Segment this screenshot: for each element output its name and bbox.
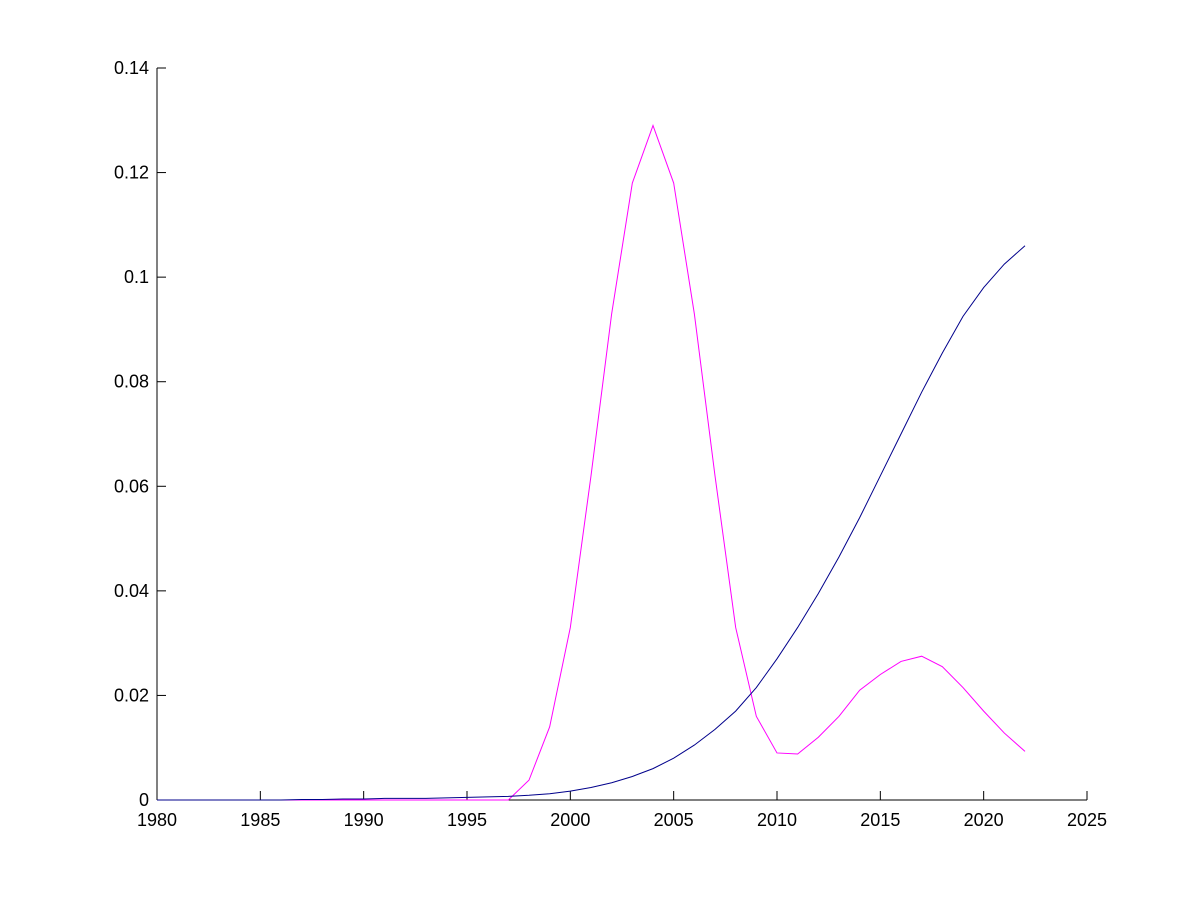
x-tick-label: 2025 [1067, 810, 1107, 830]
x-tick-label: 2010 [757, 810, 797, 830]
x-tick-label: 1995 [447, 810, 487, 830]
x-tick-label: 1990 [344, 810, 384, 830]
x-tick-label: 2005 [654, 810, 694, 830]
y-tick-label: 0.08 [114, 372, 149, 392]
line [157, 245, 1026, 801]
x-tick-label: 2000 [550, 810, 590, 830]
y-tick-label: 0.06 [114, 476, 149, 496]
y-tick-label: 0.04 [114, 581, 149, 601]
x-tick-label: 2020 [964, 810, 1004, 830]
y-tick-label: 0.1 [124, 267, 149, 287]
x-tick-label: 1985 [240, 810, 280, 830]
y-tick-label: 0 [139, 790, 149, 810]
x-tick-label: 2015 [860, 810, 900, 830]
y-tick-label: 0.14 [114, 58, 149, 78]
line [157, 124, 1026, 801]
y-tick-label: 0.12 [114, 163, 149, 183]
y-tick-label: 0.02 [114, 685, 149, 705]
x-tick-label: 1980 [137, 810, 177, 830]
